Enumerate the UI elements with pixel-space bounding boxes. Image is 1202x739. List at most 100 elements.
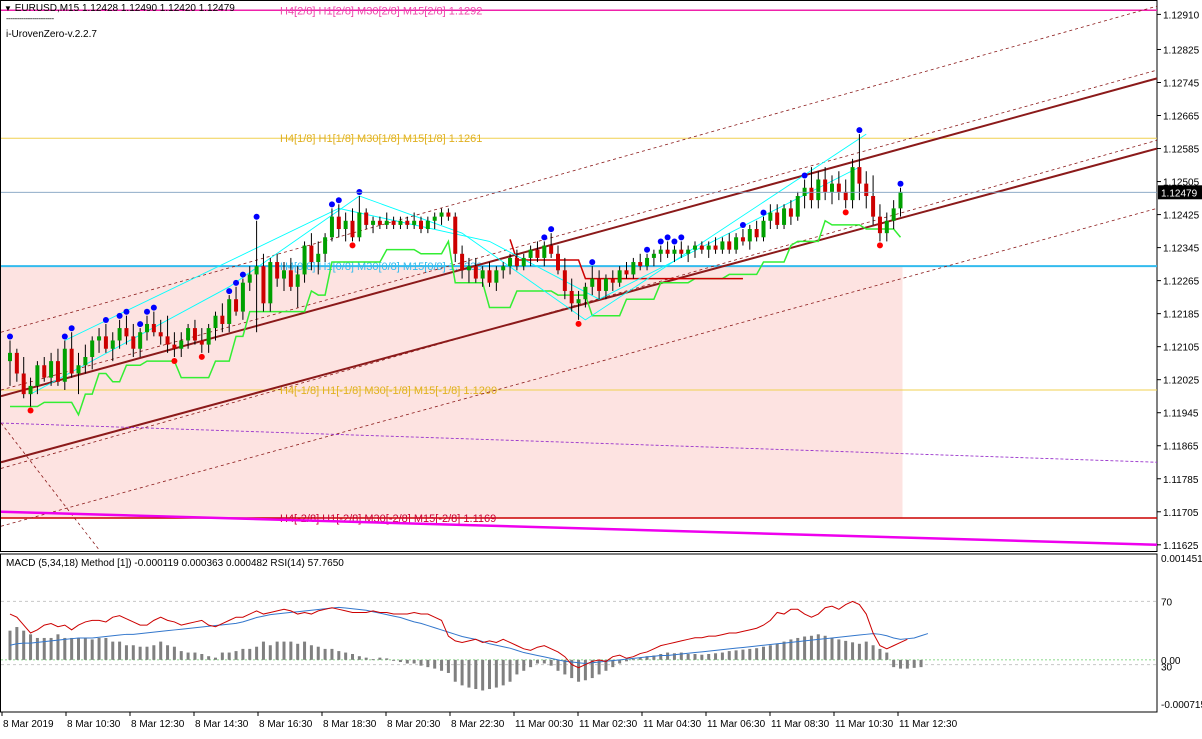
candle-body: [384, 220, 389, 225]
collapse-triangle-icon[interactable]: ▼: [4, 4, 12, 13]
macd-bar: [440, 659, 444, 671]
candle-body: [439, 212, 444, 217]
fractal-low-dot: [842, 209, 849, 216]
fractal-high-dot: [671, 238, 678, 245]
candle-body: [14, 352, 19, 374]
macd-bar: [714, 653, 718, 660]
current-price-tag: [1158, 185, 1202, 200]
macd-bar: [611, 659, 615, 668]
macd-bar: [344, 652, 348, 660]
x-tick-label: 11 Mar 04:30: [643, 719, 702, 730]
fractal-high-dot: [548, 226, 555, 233]
candle-body: [76, 365, 81, 374]
macd-bar: [535, 659, 539, 664]
candle-body: [658, 249, 663, 254]
fractal-low-dot: [575, 320, 582, 327]
fractal-low-dot: [198, 353, 205, 360]
macd-bar: [563, 659, 567, 675]
x-tick-label: 8 Mar 10:30: [67, 719, 121, 730]
macd-bar: [63, 637, 67, 660]
subwindow-frame: [0, 553, 1158, 713]
macd-bar: [851, 642, 855, 660]
candle-body: [412, 220, 417, 225]
candle-body: [514, 257, 519, 267]
candle-body: [145, 323, 149, 333]
macd-bar: [570, 659, 574, 679]
candle-body: [151, 323, 156, 333]
x-tick-label: 8 Mar 20:30: [387, 719, 441, 730]
macd-bar: [433, 659, 437, 669]
macd-bar: [844, 640, 848, 660]
candle-body: [131, 336, 136, 349]
candle-body: [480, 270, 485, 279]
fractal-low-dot: [171, 357, 178, 364]
candle-body: [631, 262, 636, 275]
macd-bar: [351, 654, 354, 660]
fractal-high-dot: [144, 308, 150, 315]
subwindow-tick-label: -0.000715: [1161, 700, 1202, 711]
level-label: H4[-1/8] H1[-1/8] M30[-1/8] M15[-1/8] 1.…: [280, 385, 497, 397]
macd-bar: [289, 641, 293, 660]
candle-body: [850, 167, 855, 201]
macd-bar: [748, 648, 752, 660]
candle-body: [62, 348, 67, 382]
macd-bar: [645, 656, 649, 660]
channel-upper-line: [0, 77, 1158, 398]
x-tick-label: 8 Mar 18:30: [323, 719, 377, 730]
indicator-separator: ----------------------: [6, 14, 54, 23]
macd-bar: [124, 645, 128, 660]
candle-body: [809, 187, 814, 201]
macd-bar: [597, 659, 601, 675]
candle-body: [247, 274, 252, 283]
candle-body: [494, 270, 499, 283]
y-tick-label: 1.12825: [1163, 45, 1200, 56]
macd-bar: [172, 646, 176, 660]
macd-bar: [357, 656, 361, 660]
level-label: H4[2/8] H1[2/8] M30[2/8] M15[2/8] 1.1292: [280, 5, 482, 17]
candle-body: [686, 249, 691, 254]
macd-bar: [337, 651, 341, 660]
macd-bar: [220, 652, 224, 660]
macd-bar: [501, 659, 505, 686]
fractal-high-dot: [644, 246, 651, 253]
fractal-high-dot: [541, 234, 548, 241]
indicator-name: i-UrovenZero-v.2.2.7: [6, 29, 97, 40]
macd-bar: [35, 637, 39, 660]
macd-bar: [316, 646, 320, 660]
x-tick-label: 11 Mar 12:30: [899, 719, 958, 730]
macd-bar: [508, 659, 512, 682]
purple-trend-dash: [0, 422, 1158, 463]
macd-bar: [481, 659, 485, 691]
x-tick-label: 8 Mar 16:30: [259, 719, 313, 730]
subwindow-tick-label: 0.001451: [1161, 554, 1202, 565]
macd-bar: [734, 650, 738, 660]
trailing-stop-red-line: [509, 239, 743, 280]
candle-body: [220, 315, 225, 324]
macd-bar: [467, 659, 471, 688]
candle-body: [672, 249, 677, 254]
macd-bar: [679, 652, 683, 660]
fractal-high-dot: [328, 201, 335, 208]
macd-bar: [762, 646, 765, 660]
candle-body: [240, 282, 245, 312]
candle-body: [542, 245, 547, 258]
macd-bar: [371, 659, 375, 661]
candle-body: [816, 179, 821, 201]
candle-body: [693, 245, 697, 250]
macd-bar: [111, 641, 115, 660]
macd-bar: [666, 652, 670, 660]
macd-bar: [296, 643, 300, 660]
macd-bar: [83, 637, 87, 660]
x-tick-label: 11 Mar 02:30: [579, 719, 638, 730]
fractal-high-dot: [226, 288, 233, 295]
candle-body: [651, 253, 656, 258]
macd-bar: [70, 637, 74, 660]
candle-body: [747, 229, 752, 242]
candle-body: [8, 352, 12, 362]
fractal-high-dot: [123, 308, 130, 315]
candle-body: [610, 278, 615, 283]
candle-body: [884, 220, 889, 234]
fractal-high-dot: [589, 259, 596, 266]
